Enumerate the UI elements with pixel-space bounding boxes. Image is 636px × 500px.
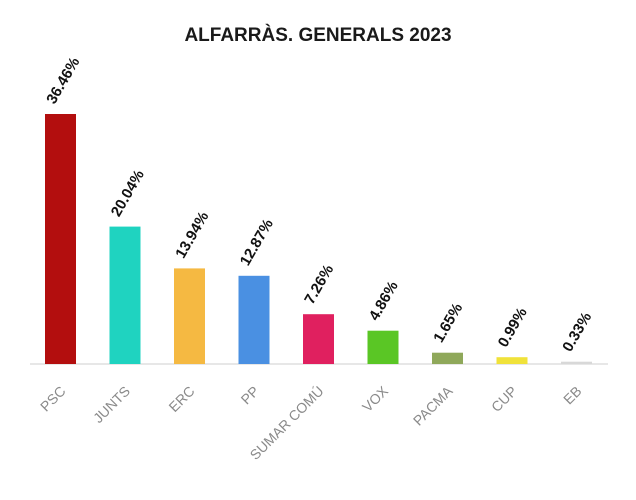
category-label-2: ERC bbox=[165, 383, 197, 415]
value-label-1: 20.04% bbox=[108, 167, 148, 220]
value-label-5: 4.86% bbox=[366, 278, 402, 323]
value-label-0: 36.46% bbox=[43, 54, 83, 107]
value-label-6: 1.65% bbox=[430, 300, 466, 345]
bars-layer bbox=[45, 114, 592, 364]
bar-6 bbox=[432, 352, 463, 364]
bar-4 bbox=[303, 314, 334, 364]
value-label-7: 0.99% bbox=[495, 305, 531, 350]
bar-8 bbox=[561, 361, 592, 364]
bar-2 bbox=[174, 268, 205, 364]
bar-7 bbox=[496, 357, 528, 364]
value-label-2: 13.94% bbox=[172, 209, 212, 262]
category-label-8: EB bbox=[560, 383, 585, 408]
category-label-1: JUNTS bbox=[90, 383, 133, 426]
category-label-7: CUP bbox=[488, 383, 520, 415]
chart-title: ALFARRÀS. GENERALS 2023 bbox=[184, 24, 451, 46]
category-label-0: PSC bbox=[37, 383, 69, 415]
category-label-3: PP bbox=[238, 383, 263, 408]
value-label-4: 7.26% bbox=[301, 262, 337, 307]
bar-1 bbox=[109, 226, 141, 364]
bar-0 bbox=[45, 114, 76, 364]
bar-3 bbox=[238, 275, 270, 364]
category-label-5: VOX bbox=[359, 382, 392, 415]
value-label-3: 12.87% bbox=[237, 216, 277, 269]
category-label-6: PACMA bbox=[410, 382, 456, 428]
value-label-8: 0.33% bbox=[559, 309, 595, 354]
bar-5 bbox=[367, 330, 399, 364]
